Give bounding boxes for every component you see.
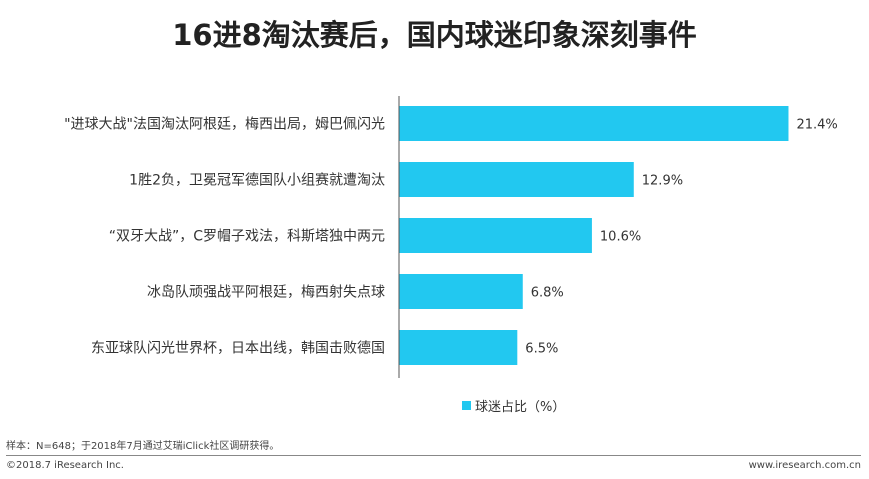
value-label: 21.4% — [796, 118, 837, 133]
bar — [399, 162, 634, 197]
legend-label: 球迷占比（%） — [475, 400, 566, 415]
bar-chart: "进球大战"法国淘汰阿根廷，梅西出局，姆巴佩闪光 21.4% 1胜2负，卫冕冠军德国… — [64, 96, 838, 378]
bar — [399, 330, 518, 365]
copyright: ©2018.7 iResearch Inc. — [6, 460, 124, 471]
value-label: 10.6% — [600, 230, 641, 245]
category-label: 冰岛队顽强战平阿根廷，梅西射失点球 — [147, 285, 385, 301]
value-label: 6.8% — [531, 286, 564, 301]
sample-note: 样本：N=648；于2018年7月通过艾瑞iClick社区调研获得。 — [6, 441, 280, 452]
category-label: “双牙大战”，C罗帽子戏法，科斯塔独中两元 — [109, 229, 385, 245]
category-label: 1胜2负，卫冕冠军德国队小组赛就遭淘汰 — [129, 173, 385, 189]
value-label: 12.9% — [642, 174, 683, 189]
category-label: "进球大战"法国淘汰阿根廷，梅西出局，姆巴佩闪光 — [64, 117, 385, 133]
legend-swatch — [462, 401, 471, 410]
category-label: 东亚球队闪光世界杯，日本出线，韩国击败德国 — [91, 341, 385, 357]
legend: 球迷占比（%） — [462, 396, 565, 415]
footer-divider — [6, 455, 861, 456]
bar — [399, 106, 789, 141]
bar — [399, 218, 592, 253]
bar — [399, 274, 523, 309]
value-label: 6.5% — [525, 342, 558, 357]
chart-title: 16进8淘汰赛后，国内球迷印象深刻事件 — [172, 18, 697, 52]
website: www.iresearch.com.cn — [748, 460, 861, 471]
